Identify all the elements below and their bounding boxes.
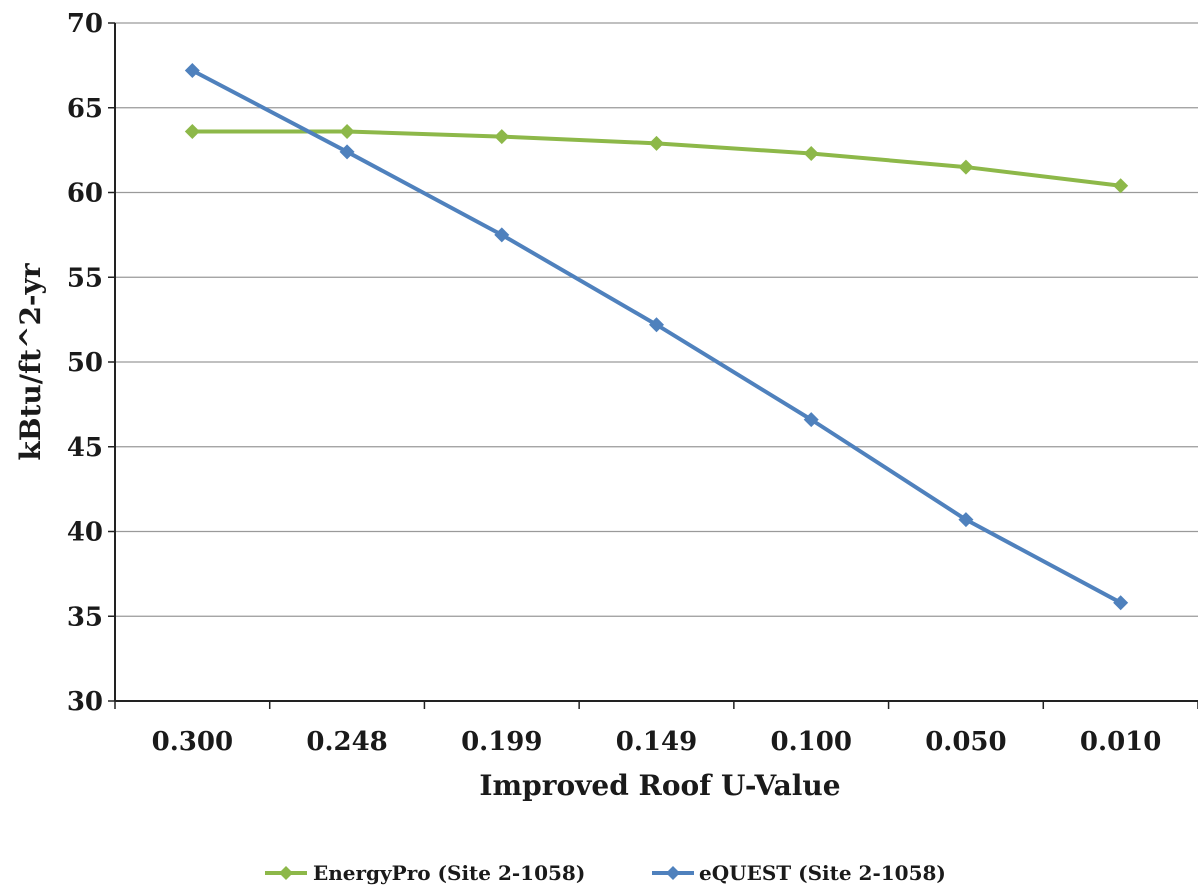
- legend-marker: [666, 866, 680, 880]
- data-point: [1113, 595, 1129, 611]
- data-point: [958, 159, 974, 175]
- series: [184, 62, 1129, 611]
- x-tick-label: 0.100: [771, 727, 852, 757]
- y-axis-title: kBtu/ft^2-yr: [14, 262, 47, 460]
- data-point: [494, 129, 510, 145]
- data-point: [958, 512, 974, 528]
- legend-marker: [279, 866, 293, 880]
- data-point: [803, 412, 819, 428]
- y-tick-label: 50: [67, 348, 103, 378]
- x-tick-label: 0.300: [152, 727, 233, 757]
- data-point: [803, 146, 819, 162]
- x-tick-label: 0.149: [616, 727, 697, 757]
- data-point: [649, 317, 664, 333]
- y-tick-label: 60: [67, 179, 103, 209]
- y-tick-labels: 30 35 40 45 50 55 60 65 70: [67, 9, 103, 717]
- axes: [108, 22, 1198, 709]
- x-tick-label: 0.010: [1080, 727, 1161, 757]
- y-tick-label: 55: [67, 263, 103, 293]
- y-tick-label: 70: [67, 9, 103, 39]
- data-point: [339, 144, 355, 160]
- gridlines: [115, 22, 1198, 617]
- data-point: [1113, 178, 1129, 194]
- data-point: [494, 227, 510, 243]
- x-tick-label: 0.050: [925, 727, 1006, 757]
- x-tick-label: 0.199: [461, 727, 542, 757]
- y-tick-label: 45: [67, 433, 103, 463]
- data-point: [184, 62, 200, 78]
- data-point: [649, 135, 664, 151]
- legend: EnergyPro (Site 2-1058) eQUEST (Site 2-10…: [265, 861, 946, 885]
- legend-label: eQUEST (Site 2-1058): [699, 861, 946, 885]
- y-tick-label: 65: [67, 94, 103, 124]
- y-tick-label: 35: [67, 602, 103, 632]
- y-tick-label: 30: [67, 687, 103, 717]
- x-tick-labels: 0.300 0.248 0.199 0.149 0.100 0.050 0.010: [152, 727, 1162, 757]
- data-point: [184, 123, 200, 139]
- data-point: [339, 123, 355, 139]
- x-tick-label: 0.248: [306, 727, 387, 757]
- y-tick-label: 40: [67, 518, 103, 548]
- x-axis-title: Improved Roof U-Value: [479, 769, 840, 802]
- legend-label: EnergyPro (Site 2-1058): [313, 861, 585, 885]
